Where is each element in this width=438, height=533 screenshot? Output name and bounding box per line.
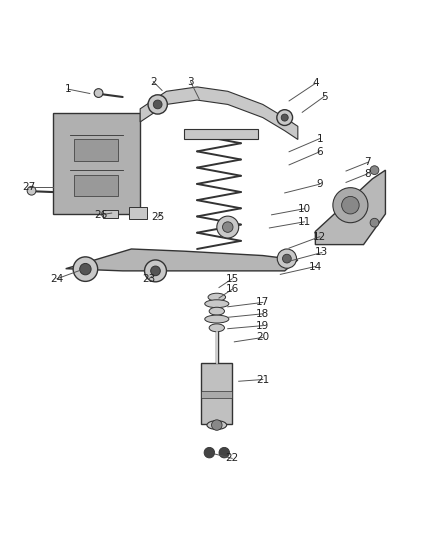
Text: 10: 10 [298, 204, 311, 214]
Text: 11: 11 [298, 217, 311, 227]
Text: 17: 17 [256, 297, 269, 308]
Circle shape [342, 197, 359, 214]
Text: 2: 2 [150, 77, 157, 87]
Text: 21: 21 [256, 375, 269, 384]
Text: 26: 26 [94, 210, 107, 220]
Circle shape [370, 166, 379, 174]
Text: 1: 1 [316, 134, 323, 143]
Circle shape [73, 257, 98, 281]
Circle shape [80, 263, 91, 275]
Circle shape [148, 95, 167, 114]
Text: 3: 3 [187, 77, 194, 87]
Text: 4: 4 [312, 78, 319, 88]
Text: 20: 20 [256, 333, 269, 343]
Bar [184, 128, 258, 140]
Text: 16: 16 [226, 284, 239, 294]
Bar [103, 209, 118, 219]
Circle shape [283, 254, 291, 263]
Circle shape [370, 219, 379, 227]
Text: 24: 24 [50, 274, 64, 284]
Circle shape [219, 447, 230, 458]
Text: 1: 1 [64, 84, 71, 94]
Circle shape [145, 260, 166, 282]
Text: 6: 6 [316, 147, 323, 157]
Text: 15: 15 [226, 274, 239, 284]
Bar [201, 391, 232, 398]
Text: 13: 13 [315, 247, 328, 257]
Ellipse shape [209, 324, 224, 332]
Text: 23: 23 [142, 274, 155, 284]
Polygon shape [315, 170, 385, 245]
Text: 12: 12 [313, 232, 326, 242]
Circle shape [212, 420, 222, 430]
Polygon shape [66, 249, 298, 271]
Text: 7: 7 [364, 157, 371, 167]
Text: 8: 8 [364, 168, 371, 179]
Ellipse shape [208, 293, 226, 301]
Text: 25: 25 [151, 213, 164, 222]
Ellipse shape [205, 300, 229, 308]
Circle shape [281, 114, 288, 121]
Circle shape [94, 88, 103, 98]
Text: 9: 9 [316, 179, 323, 189]
Circle shape [277, 249, 297, 268]
Text: 22: 22 [226, 454, 239, 463]
Ellipse shape [205, 315, 229, 323]
Circle shape [333, 188, 368, 223]
Circle shape [27, 187, 36, 195]
Ellipse shape [209, 307, 224, 315]
Text: 18: 18 [256, 309, 269, 319]
Text: 27: 27 [22, 182, 35, 192]
Bar [201, 363, 232, 424]
Circle shape [204, 447, 215, 458]
Text: 5: 5 [321, 92, 328, 102]
Bar [74, 140, 118, 161]
Bar [74, 174, 118, 197]
Text: 14: 14 [309, 262, 322, 271]
Polygon shape [140, 87, 298, 140]
Ellipse shape [207, 421, 227, 430]
Circle shape [217, 216, 239, 238]
Bar [129, 207, 147, 219]
Circle shape [277, 110, 293, 125]
Circle shape [151, 266, 160, 276]
Text: 19: 19 [256, 321, 269, 330]
Circle shape [223, 222, 233, 232]
Polygon shape [53, 113, 140, 214]
Circle shape [153, 100, 162, 109]
